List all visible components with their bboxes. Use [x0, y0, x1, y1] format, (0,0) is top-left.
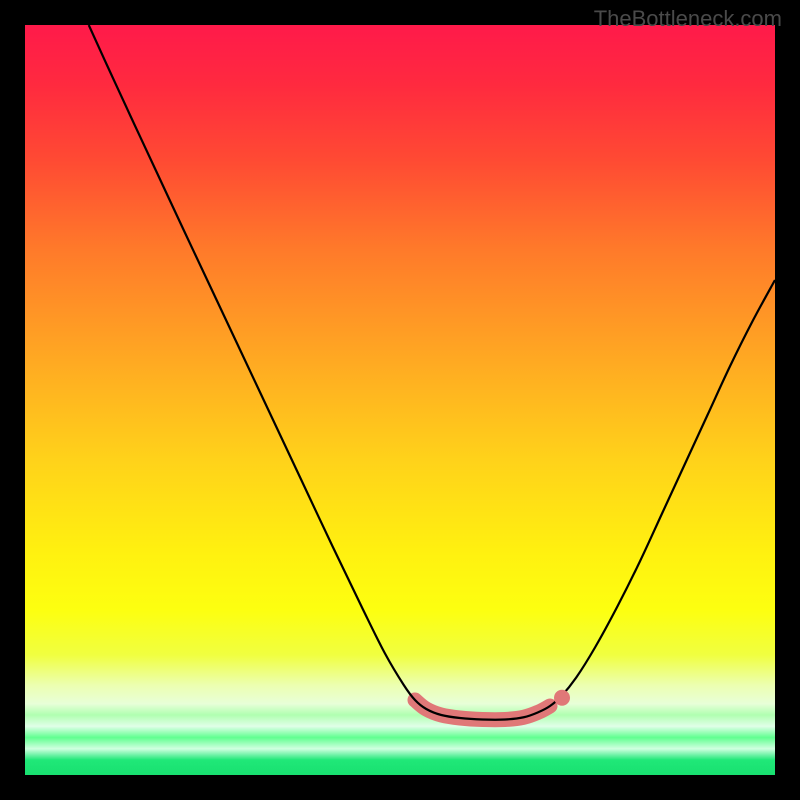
highlight-dot — [554, 690, 570, 706]
chart-container — [25, 25, 775, 775]
watermark-text: TheBottleneck.com — [594, 6, 782, 32]
chart-background — [25, 25, 775, 775]
bottleneck-chart — [25, 25, 775, 775]
